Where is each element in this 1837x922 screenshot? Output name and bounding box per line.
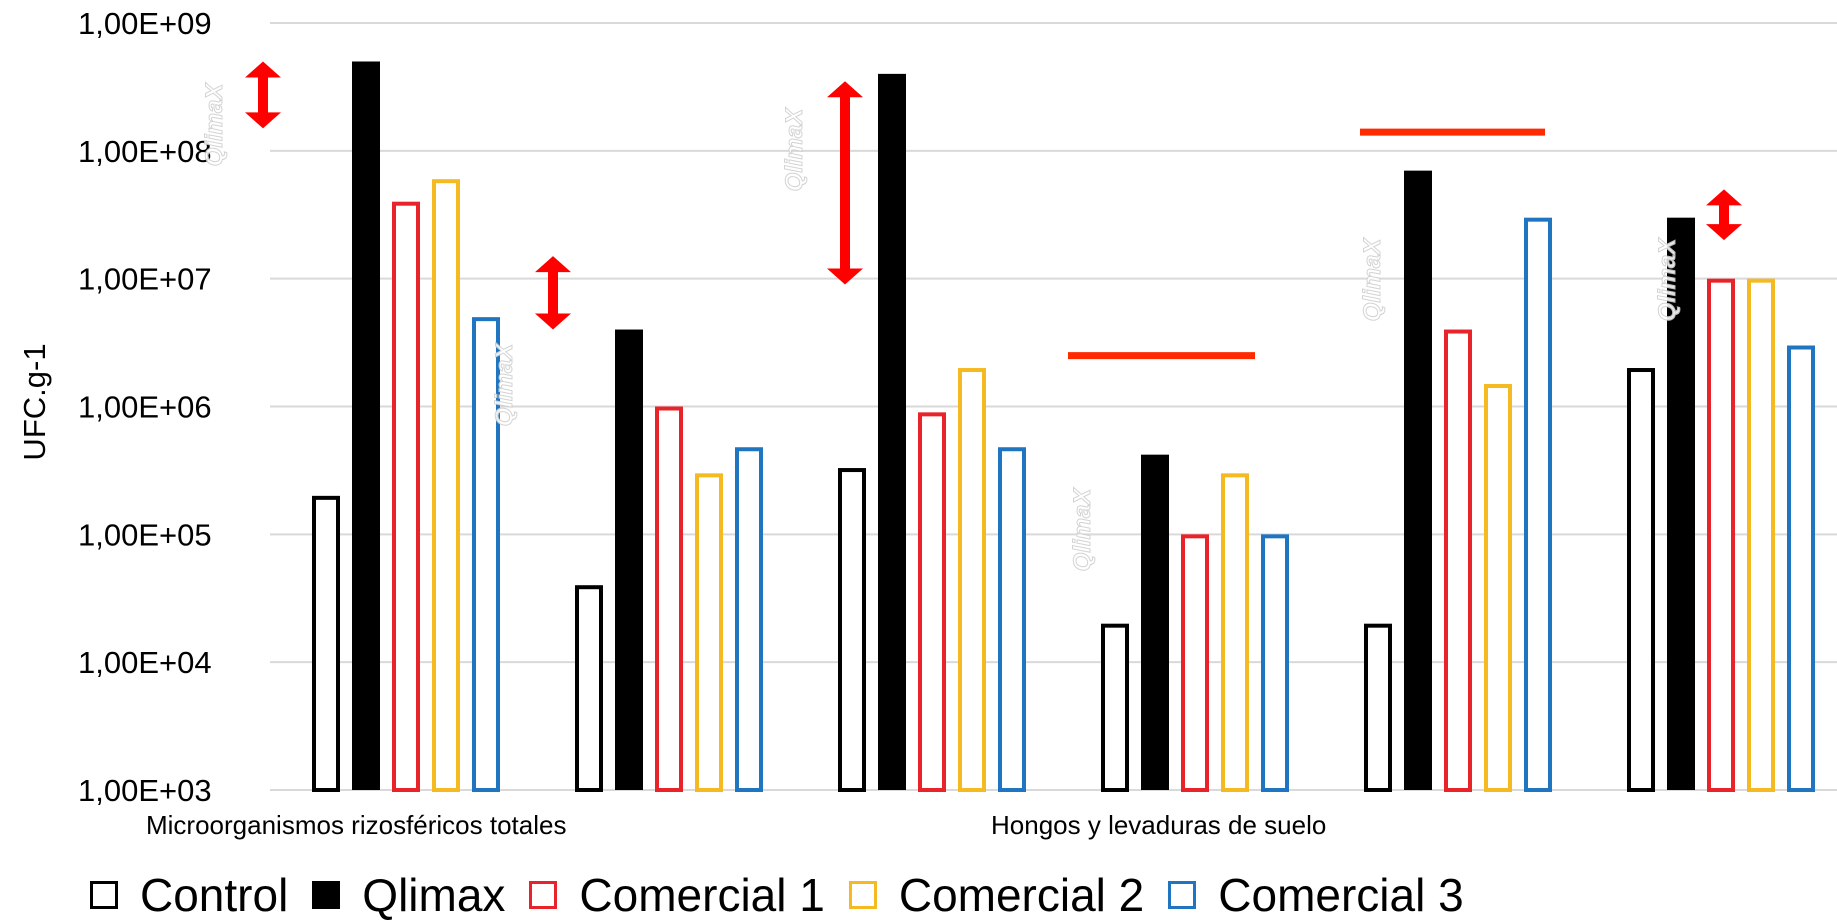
y-axis-ticks: 1,00E+03 1,00E+04 1,00E+05 1,00E+06 1,00E+07… [78,6,212,808]
bar [575,585,603,792]
bar [998,447,1026,792]
double-arrow [245,61,281,129]
legend-swatch [848,881,877,909]
legend: Control Qlimax Comercial 1 Comercial 2 Comer… [90,868,1488,922]
bar [1444,329,1472,792]
y-tick-label: 1,00E+06 [78,390,212,425]
legend-item: Comercial 2 [848,868,1145,922]
bar [1484,383,1512,792]
bar [352,61,380,790]
bar [918,412,946,792]
bar [472,317,500,792]
bar [392,201,420,793]
category-label-0: Microorganismos rizosféricos totales [146,810,566,840]
y-tick-label: 1,00E+05 [78,517,212,552]
bar [1141,454,1169,790]
bar [1181,534,1209,792]
legend-label: Comercial 2 [898,869,1145,921]
bar [1524,217,1552,792]
y-tick-label: 1,00E+07 [78,262,212,297]
watermark: QlimaX [1359,237,1386,322]
bar [1404,170,1432,791]
y-tick-label: 1,00E+09 [78,6,212,41]
bar [1747,278,1775,792]
gridlines [270,22,1837,791]
watermark: QlimaX [491,342,518,427]
legend-label: Control [140,869,289,921]
bar [1221,473,1249,792]
bar [432,179,460,792]
double-arrow [827,81,863,285]
bar [695,473,723,792]
bar [1667,217,1695,790]
bar [1707,278,1735,792]
legend-label: Comercial 3 [1218,869,1464,921]
legend-item: Qlimax [312,868,505,922]
legend-item: Comercial 3 [1168,868,1464,922]
legend-label: Qlimax [362,869,506,921]
bar [878,73,906,790]
y-tick-label: 1,00E+08 [78,134,212,169]
watermark: QlimaX [1069,487,1096,572]
bars [312,61,1815,793]
bar [838,468,866,792]
y-axis-label: UFC.g-1 [17,343,52,460]
bar [958,368,986,792]
legend-swatch [529,881,558,909]
annotations [245,61,1742,360]
watermarks: QlimaX QlimaX QlimaX QlimaX QlimaX QlimaX [201,81,1682,572]
double-arrow [1706,189,1742,241]
double-arrow [535,256,571,330]
bar [1787,345,1815,792]
bar [655,406,683,792]
bar [312,495,340,792]
bar [1101,623,1129,792]
legend-swatch [1168,881,1197,909]
legend-item: Comercial 1 [529,868,825,922]
watermark: QlimaX [781,107,808,192]
watermark: QlimaX [201,82,228,167]
legend-item: Control [90,868,288,922]
bar [1627,368,1655,792]
y-tick-label: 1,00E+03 [78,773,212,808]
category-label-1: Hongos y levaduras de suelo [991,810,1326,840]
legend-swatch [312,881,341,909]
y-tick-label: 1,00E+04 [78,645,212,680]
bar [615,329,643,790]
legend-label: Comercial 1 [579,869,825,921]
bar [735,447,763,792]
bar [1261,534,1289,792]
legend-swatch [90,881,118,909]
watermark: QlimaX [1654,237,1681,322]
bar [1364,623,1392,792]
